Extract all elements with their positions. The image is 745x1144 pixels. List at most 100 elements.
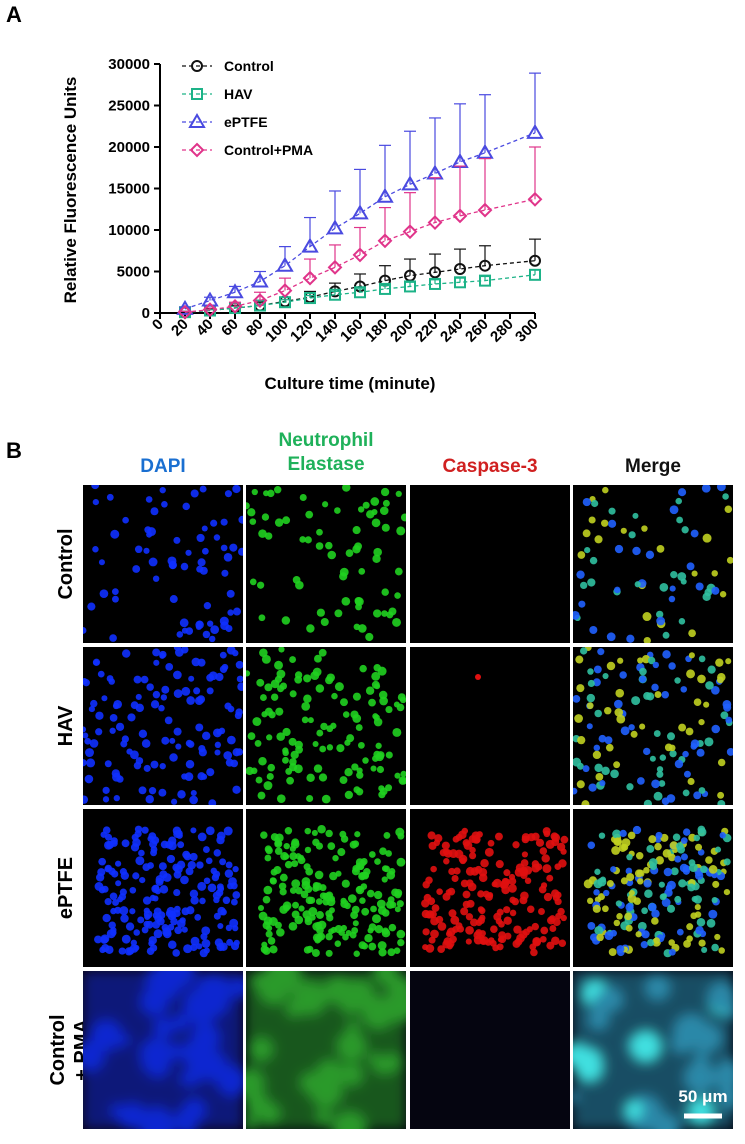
cell xyxy=(158,862,167,871)
micrograph xyxy=(246,971,406,1129)
cell xyxy=(442,892,451,901)
cell xyxy=(539,847,548,855)
cell xyxy=(184,772,194,782)
cell xyxy=(85,748,94,758)
cell xyxy=(668,948,676,956)
cell xyxy=(616,714,626,724)
cell xyxy=(195,620,204,630)
blur-layer xyxy=(573,971,733,1129)
cell xyxy=(152,575,160,582)
cell xyxy=(646,845,655,853)
cell xyxy=(626,634,635,643)
cell xyxy=(656,610,664,619)
cell xyxy=(266,734,273,741)
cell xyxy=(138,729,148,739)
cell xyxy=(257,904,265,912)
cell xyxy=(549,925,557,932)
cell xyxy=(619,671,627,679)
cell xyxy=(189,889,199,899)
cell xyxy=(704,737,714,747)
cell xyxy=(658,780,666,787)
cell xyxy=(317,932,326,941)
cell xyxy=(196,943,203,950)
cell xyxy=(315,542,324,550)
cell xyxy=(628,890,635,897)
cell xyxy=(141,826,149,834)
cell xyxy=(705,681,714,690)
cell xyxy=(655,856,664,865)
cell xyxy=(252,717,262,726)
cell xyxy=(722,493,729,500)
cell xyxy=(672,833,681,842)
cell xyxy=(181,773,188,780)
cell xyxy=(554,863,562,871)
cell xyxy=(593,889,600,896)
micrograph xyxy=(246,485,406,643)
cell xyxy=(279,888,287,896)
y-tick-label: 30000 xyxy=(108,56,150,73)
cell xyxy=(110,926,117,934)
cell xyxy=(635,931,642,938)
cell xyxy=(83,726,87,733)
cell xyxy=(267,937,276,945)
cell xyxy=(83,732,89,739)
cell xyxy=(356,771,364,779)
cell xyxy=(325,541,333,550)
cell xyxy=(295,887,303,895)
cell xyxy=(97,670,105,678)
cell xyxy=(502,878,511,887)
cell xyxy=(587,841,596,850)
cell xyxy=(573,695,581,703)
cell xyxy=(366,510,375,519)
cell xyxy=(388,923,397,932)
y-tick-label: 20000 xyxy=(108,139,150,156)
marker xyxy=(189,142,205,158)
cell xyxy=(647,938,655,947)
cell xyxy=(422,880,430,889)
cell xyxy=(185,739,193,747)
cell xyxy=(115,722,125,731)
cell xyxy=(173,864,183,874)
cell xyxy=(176,631,184,638)
cell xyxy=(149,894,156,901)
cell xyxy=(354,831,361,838)
cell xyxy=(182,502,190,511)
cell xyxy=(548,915,556,923)
cell xyxy=(479,938,487,945)
cell xyxy=(191,657,201,667)
marker xyxy=(251,272,269,288)
cell xyxy=(670,867,679,876)
cell xyxy=(378,690,388,700)
cell xyxy=(391,888,400,897)
cell xyxy=(274,486,282,494)
cell xyxy=(160,840,169,849)
cell xyxy=(246,766,254,776)
cell xyxy=(503,869,511,877)
cell xyxy=(587,578,596,587)
cell xyxy=(626,853,633,861)
cell xyxy=(173,727,182,736)
cell xyxy=(371,671,381,681)
cell xyxy=(714,933,721,941)
cell xyxy=(385,850,392,857)
cell xyxy=(206,687,214,695)
cell xyxy=(484,847,494,857)
cell xyxy=(678,879,687,888)
cell xyxy=(717,799,726,805)
cell xyxy=(594,925,604,935)
cell xyxy=(526,905,535,914)
cell xyxy=(282,901,292,911)
cell xyxy=(199,949,208,958)
cell xyxy=(641,907,648,915)
cell xyxy=(370,765,377,772)
cell-cluster xyxy=(587,1008,610,1031)
cell xyxy=(159,652,166,659)
cell xyxy=(627,831,636,840)
cell xyxy=(143,764,151,772)
cell xyxy=(368,942,377,951)
cell xyxy=(206,620,214,627)
cell xyxy=(350,710,359,719)
cell xyxy=(594,709,602,718)
cell xyxy=(576,684,585,693)
cell xyxy=(190,489,199,498)
